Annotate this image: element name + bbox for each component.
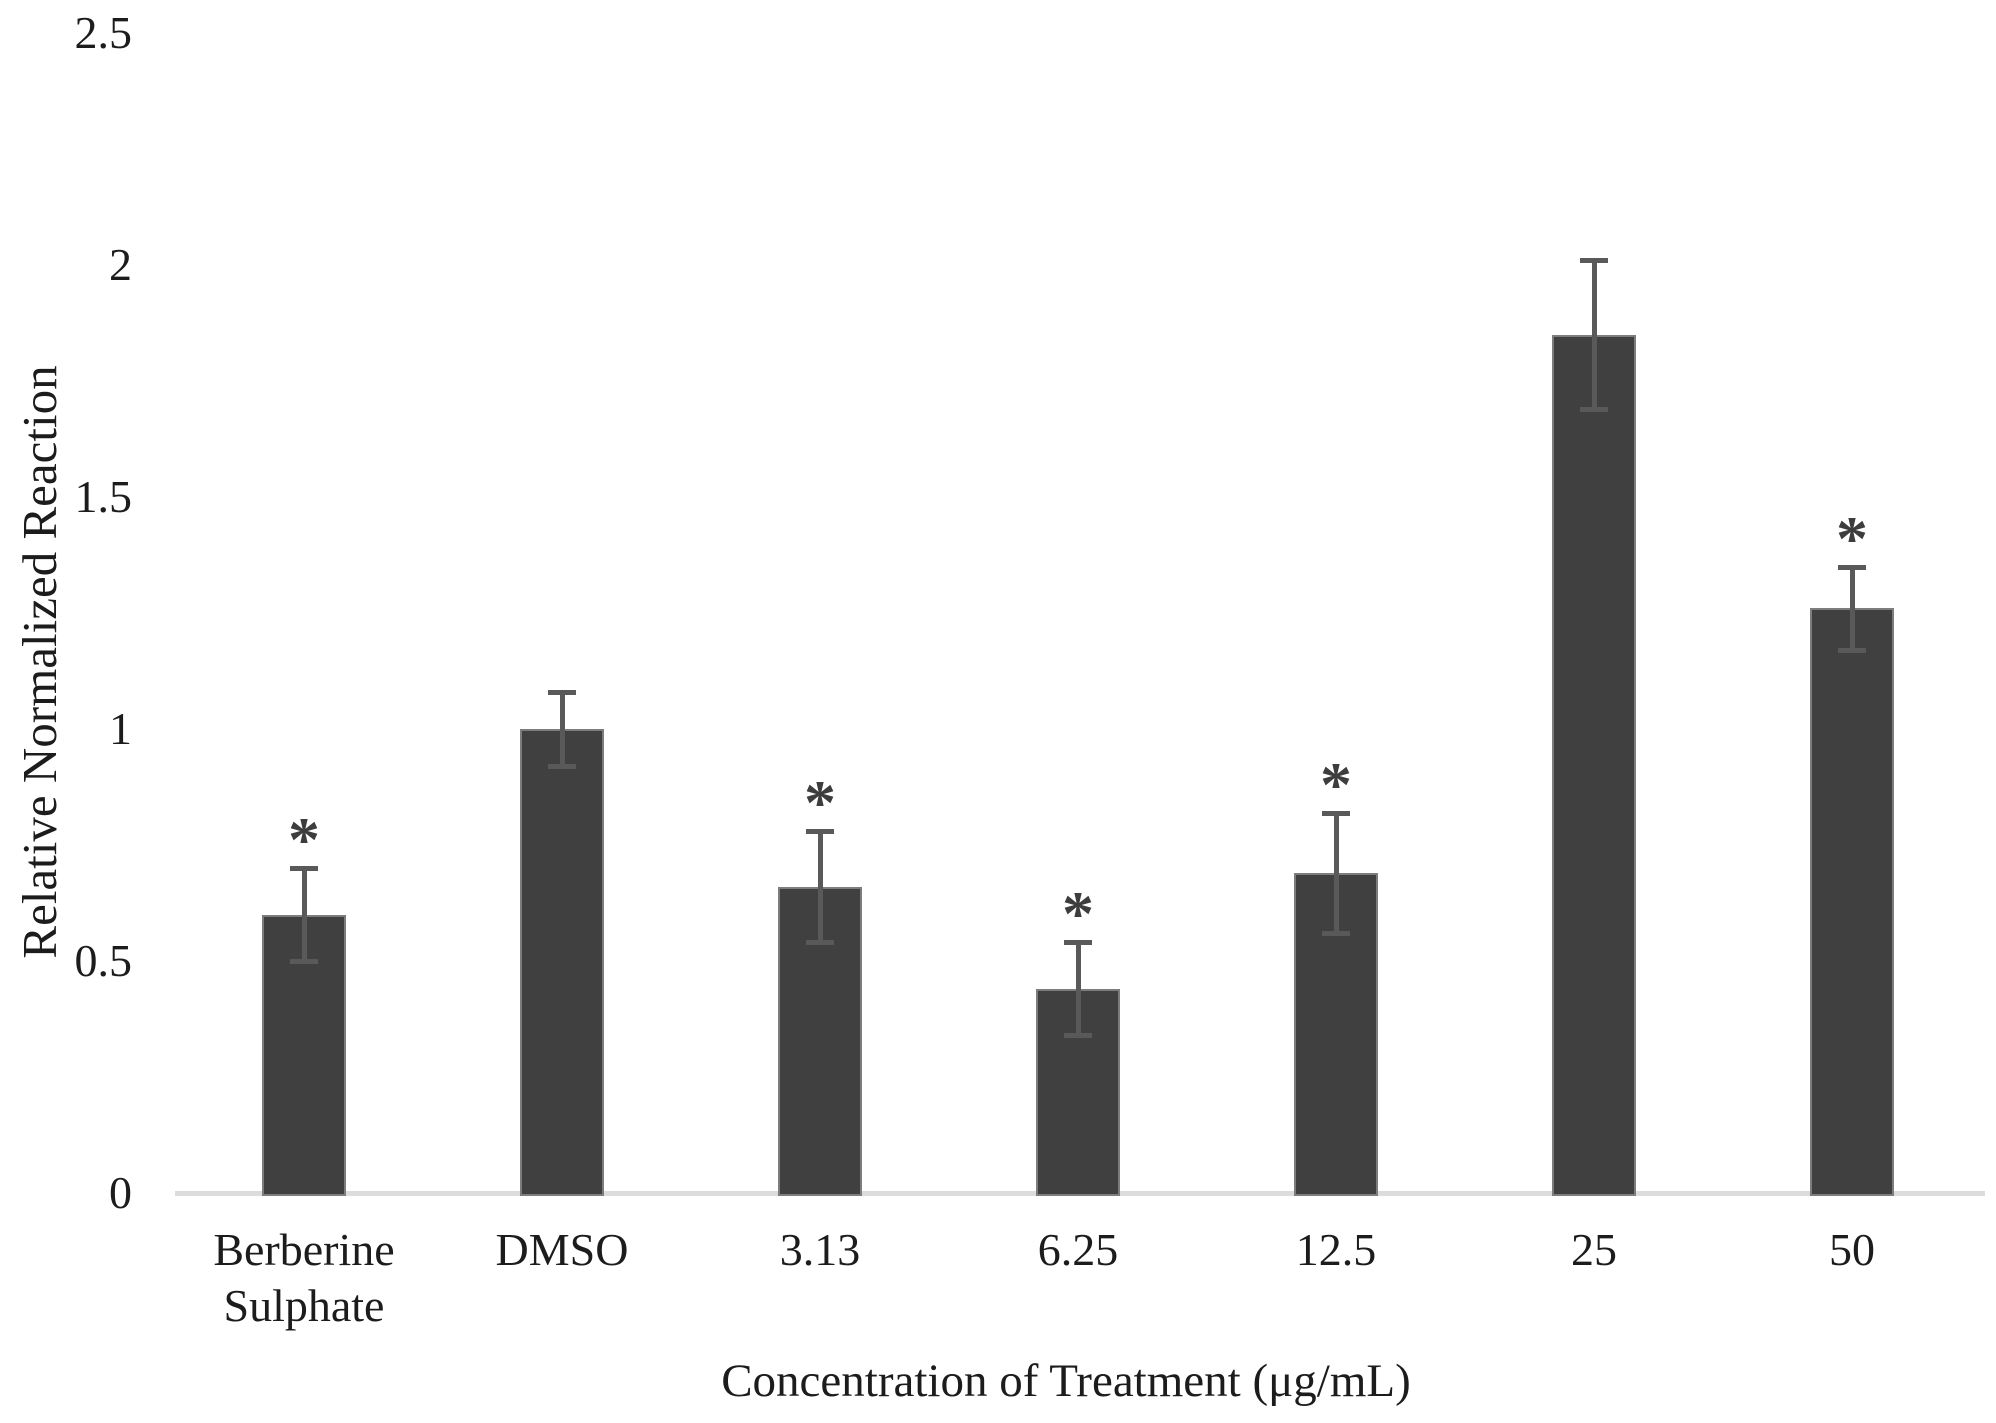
- bar: [778, 886, 862, 1196]
- bar: [1810, 608, 1894, 1196]
- error-bar-cap-top: [1580, 258, 1608, 264]
- bar: [1552, 334, 1636, 1196]
- significance-asterisk: *: [1320, 748, 1352, 820]
- error-bar-cap-top: [806, 829, 834, 835]
- x-tick-label: 50: [1829, 1224, 1875, 1275]
- error-bar-stem: [1850, 566, 1855, 651]
- x-tick-label: Berberine Sulphate: [213, 1224, 395, 1331]
- error-bar-cap-bottom: [1838, 648, 1866, 654]
- error-bar-stem: [560, 691, 565, 767]
- bar: [520, 729, 604, 1196]
- error-bar-cap-top: [290, 866, 318, 872]
- error-bar-cap-bottom: [1322, 931, 1350, 937]
- y-tick-label: 1.5: [74, 471, 133, 522]
- error-bar-stem: [302, 868, 307, 961]
- x-tick-label: 12.5: [1295, 1224, 1377, 1275]
- error-bar-stem: [1334, 812, 1339, 934]
- y-tick-label: 0: [109, 1167, 132, 1218]
- error-bar-cap-bottom: [290, 959, 318, 964]
- x-axis-title: Concentration of Treatment (μg/mL): [721, 1355, 1411, 1407]
- error-bar-cap-bottom: [1580, 406, 1608, 412]
- significance-asterisk: *: [804, 767, 836, 839]
- error-bar-cap-top: [1838, 564, 1866, 570]
- y-tick-label: 0.5: [74, 935, 133, 986]
- error-bar-cap-bottom: [1064, 1033, 1092, 1039]
- x-tick-label: 25: [1571, 1224, 1617, 1275]
- x-tick-label: DMSO: [495, 1224, 629, 1275]
- error-bar-stem: [818, 831, 823, 943]
- error-bar-stem: [1592, 260, 1597, 409]
- error-bar-cap-top: [548, 689, 576, 695]
- error-bar-cap-top: [1064, 940, 1092, 946]
- significance-asterisk: *: [1836, 502, 1868, 574]
- y-tick-label: 2: [109, 239, 132, 290]
- x-tick-label: 6.25: [1037, 1224, 1119, 1275]
- error-bar-stem: [1076, 942, 1081, 1036]
- significance-asterisk: *: [288, 804, 320, 876]
- y-tick-label: 2.5: [74, 7, 133, 58]
- error-bar-cap-bottom: [548, 764, 576, 770]
- error-bar-cap-top: [1322, 810, 1350, 816]
- significance-asterisk: *: [1062, 878, 1094, 950]
- error-bar-cap-bottom: [806, 940, 834, 946]
- y-tick-label: 1: [109, 703, 132, 754]
- x-tick-label: 3.13: [779, 1224, 861, 1275]
